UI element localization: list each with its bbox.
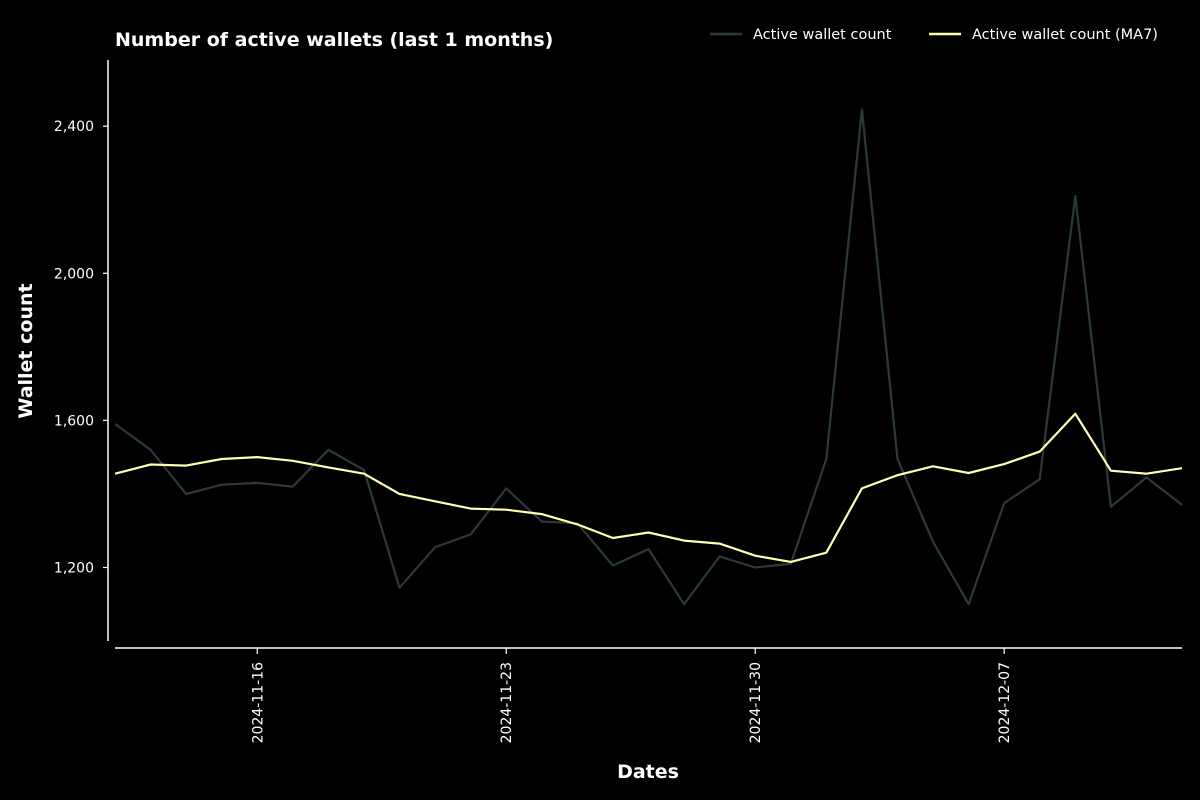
- x-tick-label: 2024-11-23: [499, 662, 515, 743]
- series-line-active-wallet-count: [114, 108, 1183, 606]
- y-axis-title: Wallet count: [15, 283, 37, 418]
- y-tick-label: 1,600: [54, 413, 94, 429]
- x-tick-label: 2024-11-30: [748, 662, 764, 743]
- x-tick-label: 2024-12-07: [997, 662, 1013, 743]
- x-axis-title: Dates: [617, 761, 679, 783]
- series-line-active-wallet-count-ma7: [114, 412, 1183, 564]
- legend: Active wallet count Active wallet count …: [710, 27, 1158, 43]
- legend-label-active-wallet-count-ma7: Active wallet count (MA7): [972, 27, 1158, 43]
- legend-label-active-wallet-count: Active wallet count: [753, 27, 892, 43]
- y-axis-ticks: 1,200 1,600 2,000 2,400: [54, 119, 108, 576]
- chart-title: Number of active wallets (last 1 months): [115, 29, 553, 51]
- series-lines: [114, 108, 1183, 606]
- y-tick-label: 1,200: [54, 560, 94, 576]
- x-axis-ticks: 2024-11-16 2024-11-23 2024-11-30 2024-12-07: [250, 648, 1013, 743]
- x-tick-label: 2024-11-16: [250, 662, 266, 743]
- y-tick-label: 2,000: [54, 266, 94, 282]
- y-tick-label: 2,400: [54, 119, 94, 135]
